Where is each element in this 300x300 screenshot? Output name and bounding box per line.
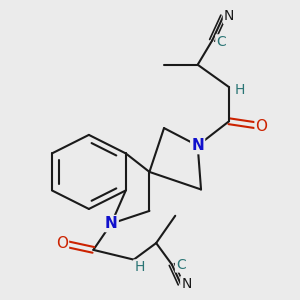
Text: H: H [134,260,145,274]
Text: O: O [56,236,68,250]
Text: C: C [216,35,226,49]
Text: N: N [191,138,204,153]
Text: C: C [176,257,186,272]
Text: N: N [181,277,192,291]
Text: O: O [256,118,268,134]
Text: N: N [105,216,118,231]
Text: H: H [235,83,245,97]
Text: N: N [224,9,234,23]
